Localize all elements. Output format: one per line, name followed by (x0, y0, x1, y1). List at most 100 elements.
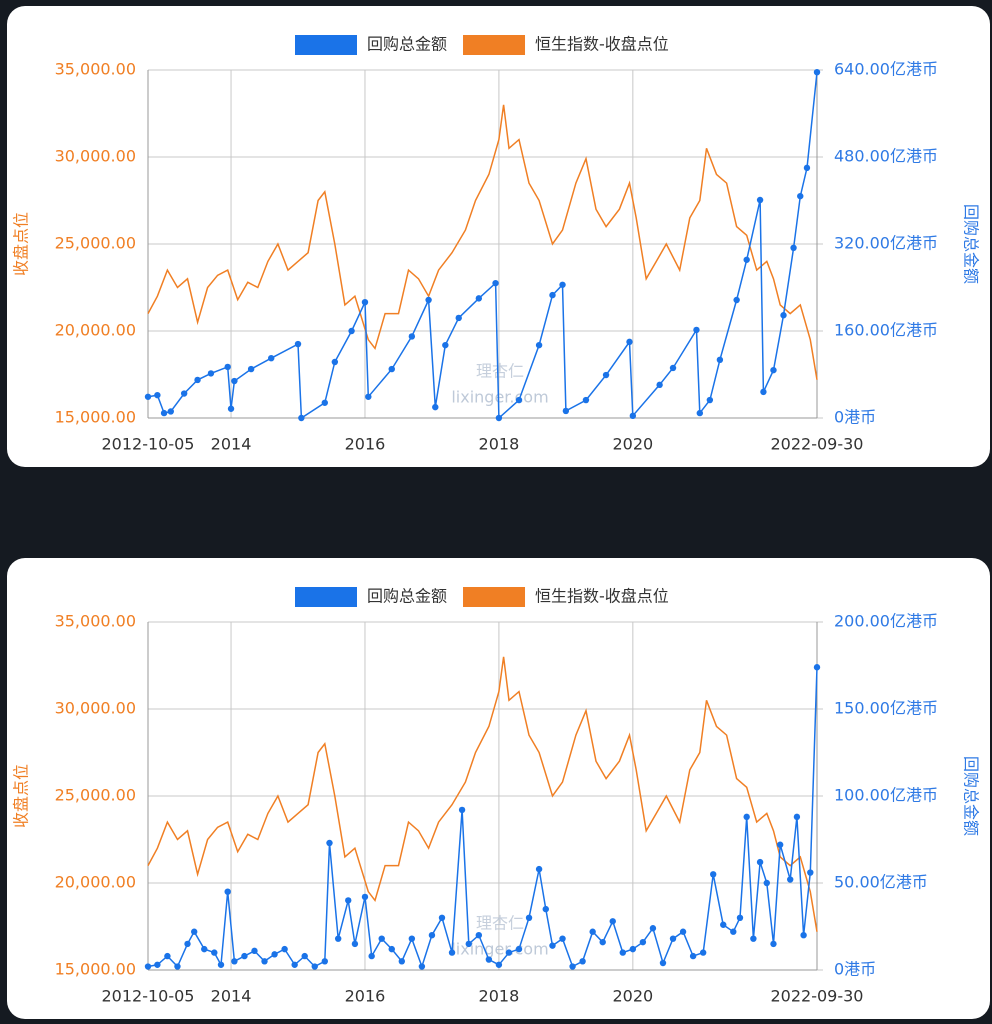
point (609, 918, 616, 925)
y2-tick-label: 640.00亿港币 (834, 60, 938, 79)
point (787, 876, 794, 883)
point (224, 888, 231, 895)
point (549, 942, 556, 949)
point (321, 958, 328, 965)
point (294, 340, 302, 348)
point (582, 396, 590, 404)
point (495, 414, 503, 422)
series-line (147, 656, 818, 932)
point (408, 935, 416, 942)
point (475, 932, 483, 939)
legend-swatch (463, 587, 526, 607)
point (495, 961, 503, 968)
point (231, 377, 238, 385)
point (706, 396, 714, 404)
point (361, 893, 369, 901)
point (438, 914, 446, 921)
point (619, 949, 626, 956)
y-tick-label: 25,000.00 (55, 786, 136, 805)
point (144, 963, 152, 970)
point (251, 947, 258, 955)
point (559, 281, 566, 288)
point (154, 391, 161, 399)
point (689, 952, 697, 960)
watermark: lixinger.com (451, 388, 548, 407)
point (669, 935, 677, 942)
point (800, 932, 807, 939)
legend-swatch (295, 587, 357, 607)
point (629, 945, 637, 953)
x-tick-label: 2016 (345, 987, 386, 1006)
point (602, 371, 610, 379)
point (207, 370, 215, 377)
point (227, 405, 235, 412)
x-tick-label: 2014 (211, 435, 252, 454)
x-tick-label: 2018 (479, 987, 520, 1006)
point (448, 949, 456, 956)
legend-swatch (295, 35, 357, 55)
point (160, 409, 168, 417)
point (733, 296, 740, 304)
y2-axis-title: 回购总金额 (962, 204, 981, 284)
point (626, 338, 633, 346)
y-tick-label: 35,000.00 (55, 612, 136, 631)
x-tick-label: 2012-10-05 (102, 987, 195, 1006)
point (756, 858, 764, 866)
point (525, 914, 533, 921)
point (465, 940, 472, 948)
y-tick-label: 30,000.00 (55, 147, 136, 166)
point (730, 928, 737, 935)
point (458, 806, 466, 814)
point (629, 412, 637, 420)
point (241, 952, 248, 960)
point (428, 932, 436, 939)
y-tick-label: 20,000.00 (55, 873, 136, 892)
y2-axis-title: 回购总金额 (962, 756, 981, 836)
point (807, 869, 814, 876)
point (579, 958, 586, 965)
point (669, 364, 677, 372)
x-tick-label: 2014 (211, 987, 252, 1006)
point (743, 256, 750, 263)
y2-tick-label: 200.00亿港币 (834, 612, 938, 631)
point (247, 365, 255, 373)
x-tick-label: 2022-09-30 (771, 987, 864, 1006)
point (432, 403, 439, 411)
point (326, 839, 333, 847)
y2-tick-label: 150.00亿港币 (834, 699, 938, 718)
point (813, 664, 821, 671)
point (505, 949, 513, 956)
point (180, 390, 188, 397)
point (191, 928, 198, 935)
watermark: 理杏仁 (476, 914, 524, 933)
y2-tick-label: 100.00亿港币 (834, 786, 938, 805)
point (710, 871, 717, 878)
x-tick-label: 2020 (612, 987, 653, 1006)
legend-swatch (463, 35, 526, 55)
point (559, 935, 566, 942)
y2-tick-label: 480.00亿港币 (834, 147, 938, 166)
x-tick-label: 2012-10-05 (102, 435, 195, 454)
point (696, 409, 704, 417)
x-tick-label: 2020 (612, 435, 653, 454)
point (231, 958, 238, 965)
point (164, 952, 171, 960)
y-tick-label: 15,000.00 (55, 960, 136, 979)
point (291, 961, 298, 968)
y2-tick-label: 0港币 (834, 960, 876, 979)
point (549, 291, 556, 299)
point (154, 961, 161, 968)
point (455, 314, 462, 322)
point (388, 945, 395, 953)
x-tick-label: 2018 (479, 435, 520, 454)
point (780, 312, 787, 319)
point (418, 963, 426, 970)
y2-tick-label: 320.00亿港币 (834, 234, 938, 253)
y-axis-title: 收盘点位 (12, 764, 31, 828)
point (224, 363, 231, 371)
point (201, 945, 208, 953)
point (485, 956, 493, 963)
point (776, 841, 784, 848)
point (144, 393, 152, 400)
